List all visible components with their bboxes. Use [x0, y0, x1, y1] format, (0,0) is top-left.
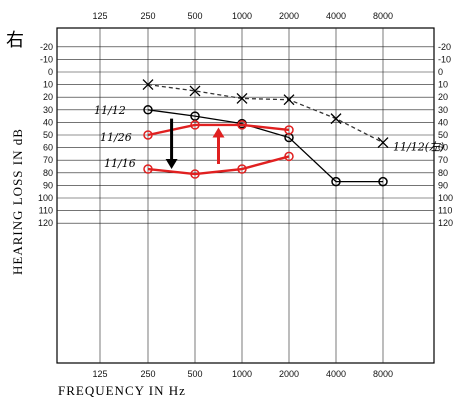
y-tick-label-left: 60 [43, 143, 53, 153]
series-line [147, 109, 383, 183]
x-tick-label-bottom: 8000 [373, 369, 393, 379]
marker-stroke [236, 93, 248, 104]
y-tick-label-right: 90 [438, 180, 448, 190]
data-point-circle [237, 120, 247, 130]
y-tick-label-right: -20 [438, 42, 451, 52]
data-point-circle [378, 176, 388, 187]
arrow-head [165, 159, 178, 170]
ear-mark: 右 [6, 30, 24, 51]
marker-stroke [377, 137, 389, 149]
marker-stroke [142, 79, 154, 91]
y-tick-label-right: 70 [438, 155, 448, 165]
x-tick-label-bottom: 1000 [232, 369, 252, 379]
data-point-circle [190, 120, 200, 130]
y-tick-label-right: 110 [438, 206, 452, 216]
y-tick-label-left: 100 [38, 193, 53, 203]
y-tick-label-left: 10 [43, 80, 53, 90]
x-tick-label-bottom: 2000 [279, 369, 299, 379]
tick-labels: 1251252502505005001000100020002000400040… [38, 11, 453, 379]
data-point-circle [143, 130, 153, 140]
y-tick-label-left: 80 [43, 168, 53, 178]
x-tick-label-top: 250 [140, 11, 155, 21]
y-tick-label-right: 60 [438, 143, 448, 153]
y-tick-label-right: 120 [438, 218, 453, 228]
data-point-circle [284, 151, 294, 162]
data-point-circle [190, 169, 200, 179]
y-tick-label-right: 80 [438, 168, 448, 178]
y-tick-label-left: 40 [43, 117, 53, 127]
x-tick-label-top: 500 [187, 11, 202, 21]
series-name-label: 11/26 [100, 131, 132, 144]
data-point-x-marker [236, 93, 248, 104]
marker-stroke [189, 85, 201, 97]
series-line [147, 155, 290, 176]
y-tick-label-left: 0 [48, 67, 53, 77]
x-tick-label-top: 4000 [326, 11, 346, 21]
series-name-label: 11/12(左) [393, 141, 444, 154]
y-tick-label-right: 10 [438, 80, 448, 90]
y-tick-label-left: -20 [40, 42, 53, 52]
series-line [147, 83, 384, 144]
x-tick-label-top: 8000 [373, 11, 393, 21]
x-tick-label-bottom: 500 [187, 369, 202, 379]
data-point-circle [284, 125, 294, 135]
plot-border [56, 27, 435, 364]
data-point-x-marker [283, 94, 295, 106]
series-layer [142, 79, 389, 187]
y-tick-label-right: 0 [438, 67, 443, 77]
y-tick-label-left: 90 [43, 180, 53, 190]
y-tick-label-left: -10 [40, 54, 53, 64]
y-tick-label-left: 110 [39, 206, 53, 216]
data-point-circle [331, 176, 341, 187]
x-tick-label-top: 1000 [232, 11, 252, 21]
data-point-x-marker [142, 79, 154, 91]
y-tick-label-left: 30 [43, 105, 53, 115]
arrow-head [212, 127, 225, 138]
y-tick-label-right: 20 [438, 92, 448, 102]
grid [56, 27, 435, 364]
x-tick-label-bottom: 250 [140, 369, 155, 379]
x-axis-title: FREQUENCY IN Hz [58, 383, 186, 398]
y-tick-label-left: 50 [43, 130, 53, 140]
data-point-circle [143, 105, 153, 115]
x-tick-label-bottom: 4000 [326, 369, 346, 379]
data-point-x-marker [330, 113, 342, 125]
data-point-circle [143, 164, 153, 174]
y-tick-label-right: 50 [438, 130, 448, 140]
y-tick-label-right: -10 [438, 54, 451, 64]
y-tick-label-left: 20 [43, 92, 53, 102]
arrow-layer [165, 118, 225, 170]
x-tick-label-bottom: 125 [92, 369, 107, 379]
x-tick-label-top: 125 [92, 11, 107, 21]
series-name-label: 11/16 [104, 157, 136, 170]
marker-stroke [283, 94, 295, 106]
y-tick-label-right: 40 [438, 117, 448, 127]
series-name-label: 11/12 [94, 104, 126, 117]
y-tick-label-right: 30 [438, 105, 448, 115]
data-point-x-marker [189, 85, 201, 97]
marker-stroke [330, 113, 342, 125]
x-tick-label-top: 2000 [279, 11, 299, 21]
series-labels: 11/12 11/12(左) 11/26 11/16 [94, 104, 444, 170]
data-point-circle [190, 111, 200, 121]
y-tick-label-left: 70 [43, 155, 53, 165]
y-tick-label-left: 120 [38, 218, 53, 228]
data-point-x-marker [377, 137, 389, 149]
y-axis-title: HEARING LOSS IN dB [10, 128, 25, 275]
y-tick-label-right: 100 [438, 193, 453, 203]
data-point-circle [237, 164, 247, 174]
